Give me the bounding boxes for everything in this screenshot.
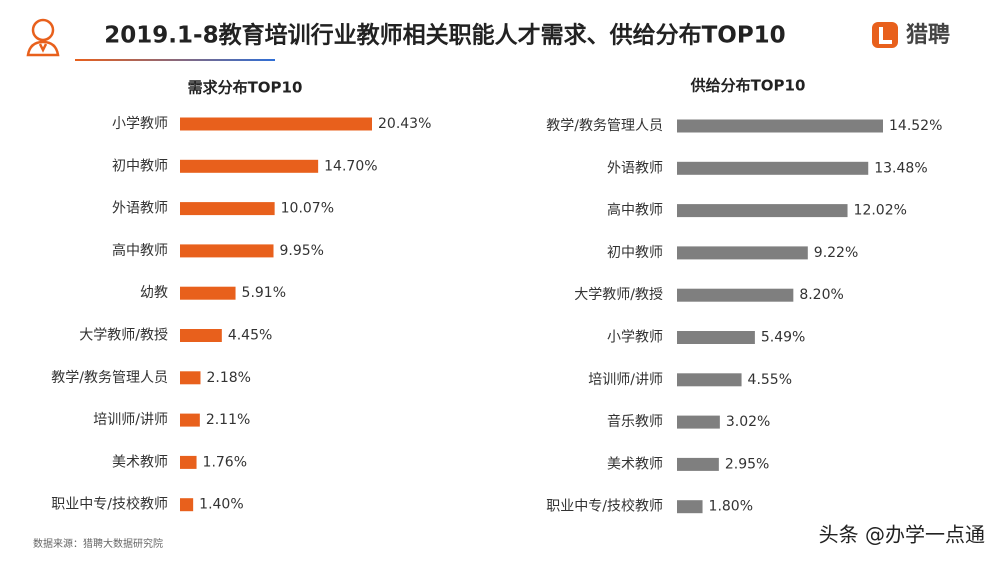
- category-label: 幼教: [140, 285, 168, 301]
- value-label: 5.49%: [761, 330, 805, 346]
- bar: [180, 329, 222, 342]
- bar: [180, 455, 197, 469]
- bar: [677, 373, 742, 387]
- person-icon: [26, 18, 60, 57]
- category-label: 小学教师: [607, 330, 663, 346]
- category-label: 初中教师: [607, 244, 663, 261]
- category-label: 初中教师: [112, 157, 168, 174]
- value-label: 2.95%: [725, 456, 769, 472]
- bar: [180, 371, 201, 385]
- value-label: 10.07%: [281, 201, 334, 217]
- bar: [677, 246, 808, 260]
- value-label: 1.40%: [199, 497, 243, 513]
- category-label: 外语教师: [112, 201, 168, 217]
- category-label: 教学/教务管理人员: [51, 370, 168, 386]
- source-note: 数据来源：猎聘大数据研究院: [33, 537, 163, 550]
- value-label: 2.11%: [206, 412, 250, 428]
- bar: [677, 415, 720, 429]
- bar: [677, 204, 848, 218]
- category-label: 高中教师: [112, 242, 168, 259]
- bar: [677, 161, 869, 175]
- value-label: 3.02%: [726, 414, 770, 430]
- category-label: 培训师/讲师: [93, 412, 168, 428]
- category-label: 美术教师: [607, 456, 663, 472]
- value-label: 14.70%: [324, 158, 377, 174]
- category-label: 音乐教师: [607, 413, 663, 430]
- bar: [180, 498, 194, 512]
- category-label: 大学教师/教授: [79, 328, 168, 344]
- category-label: 教学/教务管理人员: [546, 118, 663, 134]
- bar: [677, 331, 755, 344]
- value-label: 8.20%: [799, 287, 843, 303]
- bar: [677, 500, 703, 514]
- category-label: 职业中专/技校教师: [51, 496, 168, 513]
- bar: [677, 119, 883, 133]
- bar: [677, 288, 794, 302]
- value-label: 5.91%: [242, 285, 286, 301]
- category-label: 高中教师: [607, 202, 663, 219]
- value-label: 12.02%: [854, 203, 907, 219]
- value-label: 9.22%: [814, 245, 858, 261]
- bar: [180, 117, 372, 131]
- value-label: 20.43%: [378, 116, 431, 132]
- bar: [180, 244, 274, 258]
- bar: [677, 457, 719, 471]
- logo: 猎聘: [872, 22, 950, 48]
- chart-title: 需求分布TOP10: [188, 79, 303, 97]
- value-label: 4.45%: [228, 328, 272, 344]
- value-label: 14.52%: [889, 118, 942, 134]
- bar: [180, 286, 236, 300]
- title-underline: [75, 59, 275, 61]
- value-label: 1.80%: [709, 499, 753, 515]
- value-label: 2.18%: [206, 370, 250, 386]
- category-label: 外语教师: [607, 160, 663, 176]
- bar: [180, 413, 200, 427]
- value-label: 13.48%: [874, 160, 927, 176]
- bar: [180, 159, 319, 173]
- page-title: 2019.1-8教育培训行业教师相关职能人才需求、供给分布TOP10: [104, 22, 785, 49]
- value-label: 4.55%: [748, 372, 792, 388]
- category-label: 职业中专/技校教师: [546, 498, 663, 515]
- chart-title: 供给分布TOP10: [690, 77, 806, 95]
- category-label: 大学教师/教授: [574, 287, 663, 303]
- value-label: 9.95%: [280, 243, 324, 259]
- watermark: 头条 @办学一点通: [819, 523, 985, 547]
- logo-text: 猎聘: [906, 23, 950, 48]
- category-label: 小学教师: [112, 116, 168, 132]
- category-label: 培训师/讲师: [588, 372, 663, 388]
- bar: [180, 202, 275, 216]
- value-label: 1.76%: [203, 454, 247, 470]
- category-label: 美术教师: [112, 454, 168, 470]
